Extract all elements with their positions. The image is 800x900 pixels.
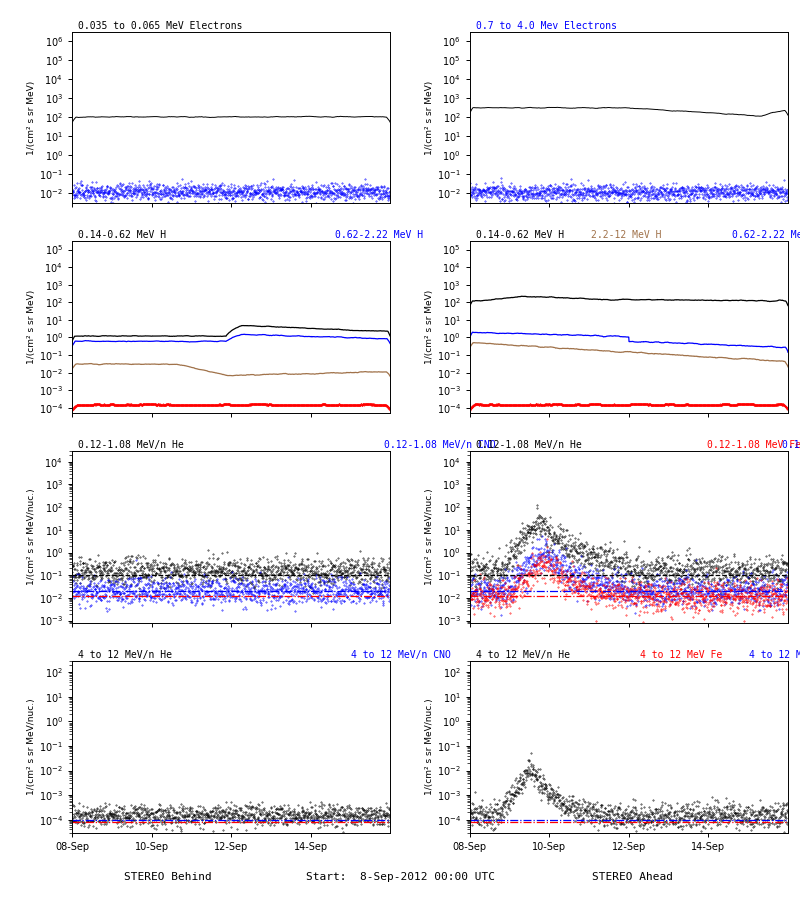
- Text: 4 to 12 MeV Fe: 4 to 12 MeV Fe: [640, 650, 722, 660]
- Text: 0.035 to 0.065 MeV Electrons: 0.035 to 0.065 MeV Electrons: [78, 21, 243, 31]
- Text: 4 to 12 MeV/n He: 4 to 12 MeV/n He: [476, 650, 570, 660]
- Text: 2.2-12 MeV H: 2.2-12 MeV H: [590, 230, 662, 240]
- Text: 0.12-1.08 MeV/n CNO: 0.12-1.08 MeV/n CNO: [782, 440, 800, 450]
- Text: 0.62-2.22 MeV H: 0.62-2.22 MeV H: [732, 230, 800, 240]
- Text: 0.7 to 4.0 Mev Electrons: 0.7 to 4.0 Mev Electrons: [476, 21, 617, 31]
- Y-axis label: 1/(cm² s sr MeV): 1/(cm² s sr MeV): [27, 290, 36, 364]
- Text: 0.12-1.08 MeV/n He: 0.12-1.08 MeV/n He: [78, 440, 184, 450]
- Text: 0.14-0.62 MeV H: 0.14-0.62 MeV H: [476, 230, 564, 240]
- Text: 0.14-0.62 MeV H: 0.14-0.62 MeV H: [78, 230, 166, 240]
- Y-axis label: 1/(cm² s sr MeV/nuc.): 1/(cm² s sr MeV/nuc.): [425, 489, 434, 585]
- Text: 0.12-1.08 MeV/n CNO: 0.12-1.08 MeV/n CNO: [384, 440, 496, 450]
- Y-axis label: 1/(cm² s sr MeV): 1/(cm² s sr MeV): [425, 290, 434, 364]
- Y-axis label: 1/(cm² s sr MeV/nuc.): 1/(cm² s sr MeV/nuc.): [27, 489, 36, 585]
- Text: STEREO Behind: STEREO Behind: [124, 872, 212, 882]
- Text: STEREO Ahead: STEREO Ahead: [591, 872, 673, 882]
- Y-axis label: 1/(cm² s sr MeV): 1/(cm² s sr MeV): [425, 80, 434, 155]
- Text: 0.12-1.08 MeV Fe: 0.12-1.08 MeV Fe: [706, 440, 800, 450]
- Text: 0.12-1.08 MeV/n He: 0.12-1.08 MeV/n He: [476, 440, 582, 450]
- Y-axis label: 1/(cm² s sr MeV/nuc.): 1/(cm² s sr MeV/nuc.): [27, 698, 36, 795]
- Text: 4 to 12 MeV/n He: 4 to 12 MeV/n He: [78, 650, 172, 660]
- Text: 4 to 12 MeV/n CNO: 4 to 12 MeV/n CNO: [749, 650, 800, 660]
- Y-axis label: 1/(cm² s sr MeV): 1/(cm² s sr MeV): [27, 80, 36, 155]
- Text: 4 to 12 MeV/n CNO: 4 to 12 MeV/n CNO: [351, 650, 451, 660]
- Text: Start:  8-Sep-2012 00:00 UTC: Start: 8-Sep-2012 00:00 UTC: [306, 872, 494, 882]
- Text: 0.62-2.22 MeV H: 0.62-2.22 MeV H: [334, 230, 422, 240]
- Y-axis label: 1/(cm² s sr MeV/nuc.): 1/(cm² s sr MeV/nuc.): [425, 698, 434, 795]
